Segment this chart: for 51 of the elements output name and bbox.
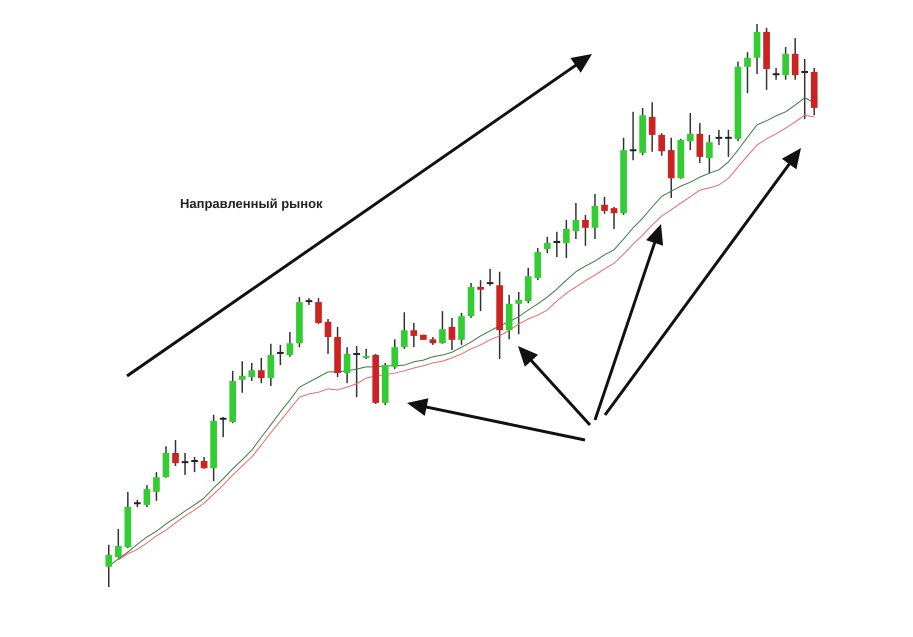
annotation: Направленный рынок: [180, 196, 323, 211]
candlestick: [648, 102, 656, 153]
candlestick: [658, 132, 666, 156]
candlestick: [725, 129, 732, 158]
candlestick: [610, 206, 618, 230]
candlestick: [801, 58, 808, 120]
candlestick: [630, 111, 636, 161]
candlestick: [772, 67, 780, 80]
candlestick: [592, 193, 598, 240]
candlestick: [572, 202, 580, 240]
candlestick: [448, 317, 456, 351]
candlestick: [544, 236, 551, 254]
candlestick: [344, 346, 350, 384]
candlestick: [744, 51, 751, 94]
candlestick: [553, 230, 560, 258]
candlestick: [248, 362, 256, 382]
candlestick: [220, 416, 227, 438]
candlestick: [486, 268, 494, 287]
candlestick: [153, 471, 160, 502]
candlestick: [458, 312, 465, 346]
candlestick: [792, 37, 799, 80]
candlestick: [172, 439, 179, 467]
candlestick: [277, 344, 284, 366]
candlestick: [515, 291, 522, 335]
candlestick: [105, 544, 112, 588]
candlestick: [686, 112, 694, 151]
candlestick: [315, 297, 322, 325]
candlestick: [324, 318, 332, 355]
candlestick: [716, 129, 722, 146]
candlestick: [191, 456, 198, 473]
candlestick: [439, 310, 446, 345]
candlestick: [258, 357, 265, 384]
candlestick: [286, 331, 294, 358]
candlestick: [144, 484, 150, 508]
candlestick: [477, 279, 484, 312]
candlestick: [200, 456, 208, 470]
candlestick: [706, 134, 713, 174]
candlestick: [400, 312, 408, 350]
candlestick: [182, 452, 188, 476]
candlestick: [238, 360, 246, 394]
candlestick: [582, 214, 589, 247]
candlestick: [563, 219, 570, 259]
candlestick: [782, 46, 789, 80]
candlestick: [410, 322, 418, 348]
candlestick: [353, 345, 360, 398]
candlestick: [696, 122, 704, 164]
candlestick: [391, 338, 398, 370]
candlestick: [267, 343, 274, 387]
candlestick: [362, 348, 370, 360]
candlestick: [601, 196, 608, 214]
candlestick: [114, 528, 122, 558]
